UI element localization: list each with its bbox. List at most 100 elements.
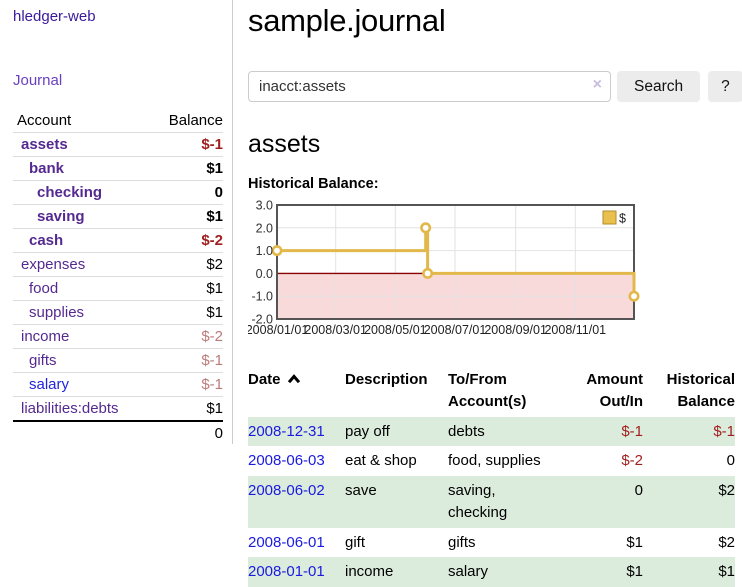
transaction-description: gift — [345, 533, 366, 551]
transaction-balance: $2 — [718, 482, 735, 499]
transaction-amount: $1 — [626, 533, 643, 551]
amount-column-header[interactable]: Amount Out/In — [586, 371, 643, 410]
account-row: assets $-1 — [13, 132, 223, 156]
transaction-description: save — [345, 482, 377, 499]
account-link[interactable]: income — [21, 328, 70, 345]
transaction-amount: $-2 — [621, 452, 643, 470]
account-link[interactable]: liabilities:debts — [21, 400, 119, 417]
transaction-accounts: salary — [448, 563, 489, 581]
account-row: checking 0 — [13, 180, 223, 204]
accounts-column-header[interactable]: To/From Account(s) — [448, 371, 527, 410]
svg-text:2008/05/01: 2008/05/01 — [364, 323, 427, 337]
date-column-header[interactable]: Date — [248, 365, 345, 417]
x-axis-labels: 2008/01/012008/03/012008/05/012008/07/01… — [248, 323, 606, 337]
sort-asc-icon — [287, 374, 300, 384]
transaction-description: income — [345, 563, 394, 581]
transaction-date-link[interactable]: 2008-06-01 — [248, 533, 325, 551]
balance-column-header[interactable]: Historical Balance — [666, 371, 735, 410]
transaction-row[interactable]: 2008-06-03 eat & shop food, supplies $-2… — [248, 446, 735, 476]
transaction-accounts: food, supplies — [448, 452, 541, 470]
data-point-marker[interactable] — [422, 267, 434, 279]
register-table: Date Description To/From Account(s) Amou… — [248, 365, 735, 587]
transaction-accounts: saving, checking — [448, 482, 508, 521]
account-balance: $-2 — [201, 232, 223, 249]
sidebar-item-journal[interactable]: Journal — [13, 72, 63, 89]
account-balance: $-2 — [201, 328, 223, 345]
transaction-description: pay off — [345, 422, 390, 440]
account-row: liabilities:debts $1 — [13, 396, 223, 420]
account-link[interactable]: food — [29, 280, 59, 297]
svg-text:2008/01/01: 2008/01/01 — [248, 323, 308, 337]
brand-link[interactable]: hledger-web — [13, 8, 96, 25]
legend-label: $ — [619, 212, 626, 226]
transaction-balance: $2 — [718, 533, 735, 551]
transaction-row[interactable]: 2008-12-31 pay off debts $-1 $-1 — [248, 416, 735, 447]
search-input[interactable] — [248, 71, 611, 102]
svg-text:-2.0: -2.0 — [251, 313, 273, 327]
account-balance: $1 — [206, 160, 223, 177]
transaction-amount: $1 — [626, 563, 643, 581]
series-markers — [271, 222, 640, 302]
account-balance: $1 — [206, 400, 223, 417]
page-title: sample.journal — [248, 3, 446, 38]
account-balance: 0 — [214, 184, 223, 201]
account-row: cash $-2 — [13, 228, 223, 252]
account-link[interactable]: salary — [29, 376, 70, 393]
account-balance: $2 — [206, 256, 223, 273]
account-link[interactable]: gifts — [29, 352, 57, 369]
transaction-row[interactable]: 2008-01-01 income salary $1 $1 — [248, 557, 735, 587]
account-link[interactable]: expenses — [21, 256, 86, 273]
chart-label: Historical Balance: — [248, 176, 379, 192]
account-balance: $-1 — [201, 136, 223, 153]
account-balance: $1 — [206, 280, 223, 297]
transaction-row[interactable]: 2008-06-02 save saving, checking 0 $2 — [248, 476, 735, 528]
transaction-date-link[interactable]: 2008-12-31 — [248, 422, 325, 440]
accounts-list: assets $-1 bank $1 checking 0 saving $1 … — [13, 132, 223, 420]
account-row: salary $-1 — [13, 372, 223, 396]
transaction-balance: $-1 — [713, 422, 735, 440]
account-link[interactable]: cash — [29, 232, 64, 249]
sidebar: hledger-web Journal Account Balance asse… — [0, 0, 233, 444]
help-button[interactable]: ? — [708, 71, 742, 102]
clear-search-icon[interactable]: × — [592, 76, 602, 93]
account-link[interactable]: saving — [37, 208, 85, 225]
search-button[interactable]: Search — [617, 71, 701, 102]
transaction-row[interactable]: 2008-06-01 gift gifts $1 $2 — [248, 528, 735, 558]
account-link[interactable]: checking — [37, 184, 103, 201]
account-balance: $1 — [206, 208, 223, 225]
svg-text:2008/09/01: 2008/09/01 — [484, 323, 547, 337]
register-header-row: Date Description To/From Account(s) Amou… — [248, 365, 735, 417]
data-point-marker[interactable] — [420, 222, 432, 234]
transaction-accounts: gifts — [448, 533, 476, 551]
balance-col-header: Balance — [168, 111, 223, 129]
main-content: sample.journal × Search ? assets Histori… — [233, 0, 742, 587]
data-point-marker[interactable] — [271, 245, 283, 257]
transaction-balance: $1 — [718, 563, 735, 581]
accounts-total-value: 0 — [214, 424, 223, 442]
description-column-header[interactable]: Description — [345, 371, 428, 388]
account-link[interactable]: supplies — [29, 304, 85, 321]
balance-chart: 3.0 2.0 1.0 0.0 -1.0 -2.02008/01/012008/03/01… — [248, 199, 640, 337]
transaction-date-link[interactable]: 2008-06-02 — [248, 482, 325, 499]
accounts-table-header: Account Balance — [13, 108, 223, 132]
transaction-accounts: debts — [448, 422, 485, 440]
transaction-date-link[interactable]: 2008-01-01 — [248, 563, 325, 581]
account-link[interactable]: bank — [29, 160, 65, 177]
account-row: income $-2 — [13, 324, 223, 348]
svg-text:-1.0: -1.0 — [251, 290, 273, 304]
brand: hledger-web — [13, 8, 223, 25]
accounts-total-row: 0 — [13, 420, 223, 444]
account-row: saving $1 — [13, 204, 223, 228]
account-balance: $1 — [206, 304, 223, 321]
account-link[interactable]: assets — [21, 136, 68, 153]
account-row: food $1 — [13, 276, 223, 300]
account-balance: $-1 — [201, 352, 223, 369]
data-point-marker[interactable] — [628, 290, 640, 302]
svg-text:2.0: 2.0 — [256, 221, 273, 235]
sidebar-nav: Journal — [13, 72, 223, 89]
transaction-date-link[interactable]: 2008-06-03 — [248, 452, 325, 470]
svg-text:2008/11/01: 2008/11/01 — [544, 323, 606, 337]
svg-text:3.0: 3.0 — [256, 199, 273, 213]
svg-text:2008/07/01: 2008/07/01 — [424, 323, 487, 337]
y-axis-labels: 3.0 2.0 1.0 0.0 -1.0 -2.0 — [251, 199, 273, 327]
